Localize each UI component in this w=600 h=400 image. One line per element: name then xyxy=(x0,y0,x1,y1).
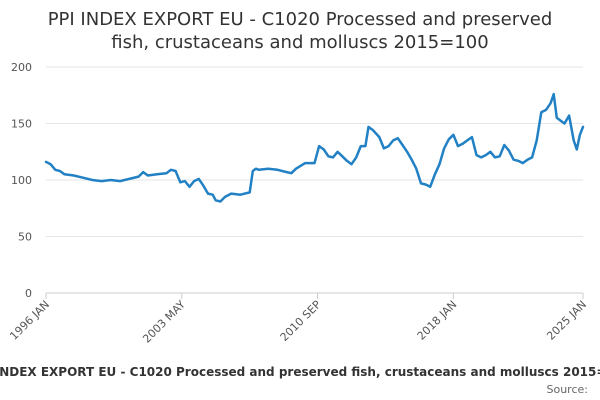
y-tick-label: 150 xyxy=(11,118,32,131)
chart-title-line-1: PPI INDEX EXPORT EU - C1020 Processed an… xyxy=(48,9,553,30)
legend-label: PPI INDEX EXPORT EU - C1020 Processed an… xyxy=(0,365,600,379)
chart-title-line-2: fish, crustaceans and molluscs 2015=100 xyxy=(111,32,488,53)
gridlines xyxy=(46,66,583,237)
x-tick-label: 2018 JAN xyxy=(415,298,460,343)
x-tick-label: 2025 JAN xyxy=(544,298,589,343)
x-tick-label: 2003 MAY xyxy=(140,298,188,346)
x-tick-label: 1996 JAN xyxy=(7,298,52,343)
series-line xyxy=(44,92,585,203)
x-tick-label: 2010 SEP xyxy=(278,298,324,344)
y-tick-label: 200 xyxy=(11,61,32,74)
source-label: Source: xyxy=(547,383,589,396)
y-tick-label: 0 xyxy=(25,287,32,300)
y-axis-ticks: 0 50 100 150 200 xyxy=(11,61,32,300)
y-tick-label: 50 xyxy=(18,231,32,244)
y-tick-label: 100 xyxy=(11,174,32,187)
x-axis-ticks: 1996 JAN 2003 MAY 2010 SEP 2018 JAN 2025 JAN xyxy=(7,293,589,346)
